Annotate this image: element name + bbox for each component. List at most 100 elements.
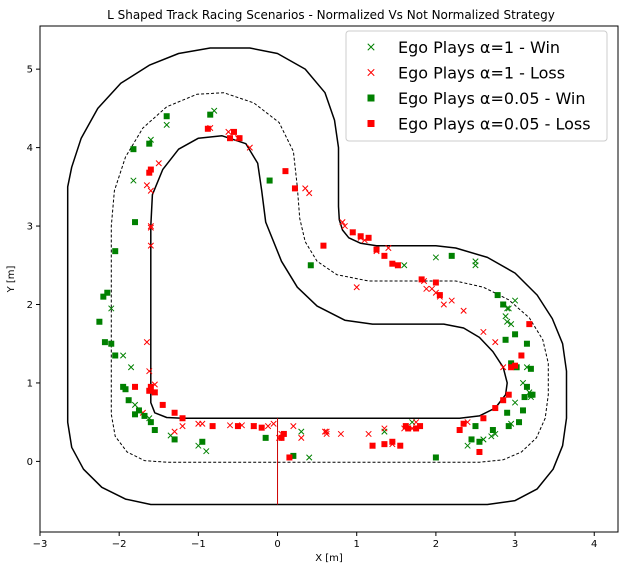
y-tick-label: 3 xyxy=(27,222,33,233)
data-point xyxy=(307,262,314,269)
data-point xyxy=(323,430,330,438)
data-point xyxy=(147,222,154,230)
track-center-line xyxy=(110,92,549,463)
data-point xyxy=(502,313,509,320)
data-point xyxy=(278,434,285,441)
data-point xyxy=(290,422,297,430)
data-point xyxy=(230,128,237,135)
data-point xyxy=(521,394,528,401)
data-points xyxy=(96,107,536,461)
data-point xyxy=(209,423,216,430)
data-point xyxy=(290,452,297,459)
legend-marker xyxy=(367,94,375,102)
data-point xyxy=(163,113,170,120)
data-point xyxy=(460,307,467,314)
data-point xyxy=(508,360,515,367)
data-point xyxy=(417,423,424,430)
x-axis-ticks: −3 −2 −1 0 1 2 3 4 xyxy=(33,532,597,550)
legend-marker xyxy=(367,43,375,51)
data-point xyxy=(100,293,107,300)
data-point xyxy=(320,242,327,249)
data-point xyxy=(472,262,479,269)
series-3 xyxy=(132,125,533,461)
data-point xyxy=(146,387,153,394)
data-point xyxy=(480,415,487,422)
data-point xyxy=(397,442,404,449)
data-point xyxy=(492,339,499,346)
data-point xyxy=(373,246,380,253)
data-point xyxy=(203,448,210,455)
data-point xyxy=(523,383,530,390)
data-point xyxy=(402,423,409,430)
data-point xyxy=(464,442,471,449)
data-point xyxy=(505,305,512,312)
y-tick-label: 4 xyxy=(27,143,33,154)
legend-label: Ego Plays α=1 - Loss xyxy=(398,64,565,83)
y-axis-label: Y [m] xyxy=(6,265,17,293)
data-point xyxy=(440,301,447,308)
data-point xyxy=(286,454,293,461)
data-point xyxy=(234,423,241,430)
data-point xyxy=(112,352,119,359)
x-tick-label: −2 xyxy=(112,539,127,550)
data-point xyxy=(120,352,127,359)
data-point xyxy=(147,419,154,426)
data-point xyxy=(306,189,313,197)
data-point xyxy=(225,128,232,136)
data-point xyxy=(448,297,455,304)
data-point xyxy=(448,252,455,259)
data-point xyxy=(282,168,289,175)
data-point xyxy=(131,401,139,409)
data-point xyxy=(151,389,158,396)
data-point xyxy=(143,182,150,189)
legend: Ego Plays α=1 - Win Ego Plays α=1 - Loss E… xyxy=(345,30,608,142)
data-point xyxy=(389,260,396,267)
data-point xyxy=(527,365,534,372)
legend-marker xyxy=(367,120,375,127)
data-point xyxy=(270,420,277,427)
data-point xyxy=(500,397,507,404)
data-point xyxy=(227,135,234,142)
data-point xyxy=(246,144,253,151)
data-point xyxy=(512,331,519,338)
data-point xyxy=(171,409,178,416)
data-point xyxy=(112,248,119,255)
data-point xyxy=(511,399,519,406)
data-point xyxy=(526,321,533,328)
data-point xyxy=(401,262,408,269)
data-point xyxy=(432,454,439,461)
data-point xyxy=(500,301,507,308)
data-point xyxy=(171,436,178,443)
data-point xyxy=(291,185,298,192)
legend-label: Ego Plays α=0.05 - Loss xyxy=(398,115,591,134)
data-point xyxy=(432,279,439,286)
data-point xyxy=(502,336,509,343)
data-point xyxy=(460,420,467,427)
data-point xyxy=(199,438,206,445)
track-outer-boundary xyxy=(66,47,568,506)
y-tick-label: 0 xyxy=(27,457,33,468)
data-point xyxy=(147,224,154,231)
data-point xyxy=(365,430,372,438)
data-point xyxy=(264,422,272,430)
data-point xyxy=(381,428,388,435)
data-point xyxy=(226,422,234,429)
data-point xyxy=(122,386,129,393)
x-tick-label: −3 xyxy=(33,539,48,550)
data-point xyxy=(104,289,111,296)
data-point xyxy=(250,423,257,430)
data-point xyxy=(101,339,108,346)
data-point xyxy=(108,340,115,347)
data-point xyxy=(130,177,137,184)
data-point xyxy=(155,160,162,167)
data-point xyxy=(472,423,479,430)
data-point xyxy=(262,434,269,441)
series-2 xyxy=(96,111,536,461)
data-point xyxy=(349,229,356,236)
x-tick-label: 1 xyxy=(354,539,360,550)
data-point xyxy=(199,420,206,427)
data-point xyxy=(385,244,392,252)
series-1 xyxy=(139,124,507,449)
data-point xyxy=(511,297,519,304)
